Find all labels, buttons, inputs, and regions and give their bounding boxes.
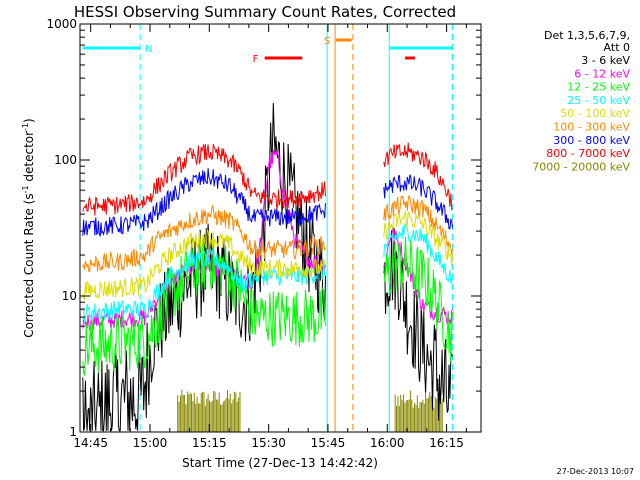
plot-frame (79, 23, 482, 433)
y-label-end: ) (22, 118, 36, 123)
legend-entry-2: 12 - 25 keV (567, 81, 630, 94)
series-line-3 (82, 223, 453, 323)
legend-entry-7: 800 - 7000 keV (546, 147, 630, 160)
legend-entry-1: 6 - 12 keV (574, 67, 630, 80)
x-tick-label: 15:30 (251, 436, 286, 450)
series-line-4 (82, 211, 453, 300)
series-group (82, 102, 453, 432)
y-label-sup2: -1 (21, 123, 30, 131)
x-axis: 14:45 15:00 15:15 15:30 15:45 16:00 16:15 (73, 24, 467, 450)
flag-label-S: S (324, 36, 330, 47)
legend-header-1: Det 1,3,5,6,7,9, (544, 29, 630, 42)
x-tick-label: 15:15 (192, 436, 227, 450)
y-tick-label: 1000 (46, 17, 77, 31)
chart-title: HESSI Observing Summary Count Rates, Cor… (74, 3, 456, 21)
x-tick-label: 16:15 (429, 436, 464, 450)
y-tick-label: 1 (69, 425, 77, 439)
x-axis-label: Start Time (27-Dec-13 14:42:42) (182, 456, 378, 470)
series-line-6 (82, 168, 453, 238)
legend-entry-3: 25 - 50 keV (567, 94, 630, 107)
y-axis: 1 10 100 1000 (46, 17, 481, 439)
y-tick-label: 10 (62, 289, 77, 303)
series-line-5 (82, 195, 453, 273)
x-tick-label: 16:00 (370, 436, 405, 450)
y-axis-label: Corrected Count Rate (s-1 detector-1) (21, 118, 36, 337)
y-label-mid: detector (22, 131, 36, 186)
series-line-1 (82, 148, 453, 331)
y-label-sup1: -1 (21, 185, 30, 193)
legend-header-2: Att 0 (604, 41, 630, 54)
x-tick-label: 15:45 (311, 436, 346, 450)
timestamp: 27-Dec-2013 10:07 (557, 467, 634, 476)
flag-bars: N F S (82, 36, 453, 65)
x-tick-label: 15:00 (133, 436, 168, 450)
series-line-7 (82, 142, 453, 216)
legend-entry-4: 50 - 100 keV (560, 107, 630, 120)
y-tick-label: 100 (54, 153, 77, 167)
y-label-main: Corrected Count Rate (s (22, 193, 36, 337)
pulses-7000-20000 (177, 389, 443, 432)
x-tick-label: 14:45 (73, 436, 108, 450)
flag-label-N: N (145, 44, 152, 55)
legend-entry-5: 100 - 300 keV (553, 121, 630, 134)
legend-entry-8: 7000 - 20000 keV (532, 160, 630, 173)
series-line-2 (82, 235, 453, 376)
legend-entry-0: 3 - 6 keV (581, 54, 630, 67)
legend-entry-6: 300 - 800 keV (553, 134, 630, 147)
flag-label-F: F (253, 54, 259, 65)
